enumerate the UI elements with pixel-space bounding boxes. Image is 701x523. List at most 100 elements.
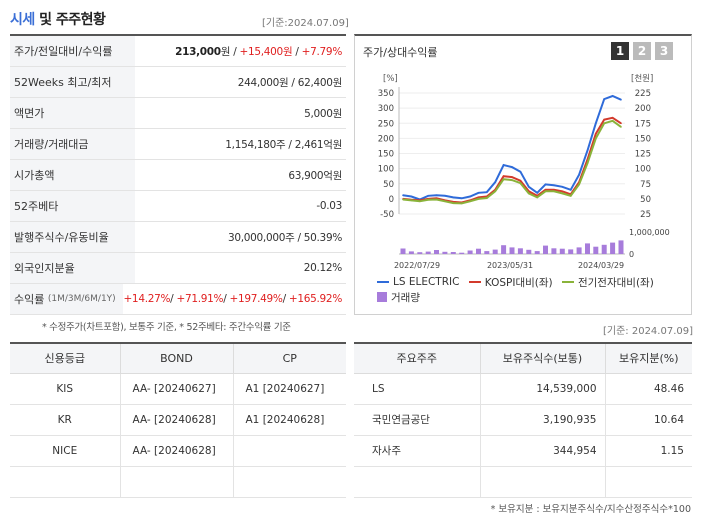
table-header-row: 주요주주 보유주식수(보통) 보유지분(%) xyxy=(354,343,692,374)
bond-rating: AA- [20240627] xyxy=(120,373,234,405)
series-point xyxy=(553,189,555,191)
holder-shares: 14,539,000 xyxy=(480,373,606,405)
series-point xyxy=(595,133,597,135)
return-1m: +14.27% xyxy=(123,293,171,305)
series-point xyxy=(452,202,455,204)
volume-bar xyxy=(476,248,481,254)
x-tick-label: 2022/07/29 xyxy=(394,261,440,270)
chart-page-3-button[interactable]: 3 xyxy=(655,42,673,60)
right-tick-label: 150 xyxy=(635,134,651,144)
holder-shares: 3,190,935 xyxy=(480,404,606,436)
stats-row-52weeks: 52Weeks 최고/최저 244,000원 / 62,400원 xyxy=(10,67,346,98)
table-row xyxy=(10,466,346,498)
series-point xyxy=(595,137,597,140)
returns-label: 수익률 xyxy=(14,293,45,306)
series-point xyxy=(595,122,597,125)
series-point xyxy=(536,196,538,199)
volume-bar xyxy=(526,249,532,254)
column-header: CP xyxy=(233,343,346,374)
right-tick-label: 75 xyxy=(640,180,651,190)
series-point xyxy=(578,183,580,186)
holder-name xyxy=(354,466,481,498)
series-point xyxy=(435,194,438,196)
separator: / xyxy=(230,45,240,58)
series-point xyxy=(469,200,471,203)
cp-rating: A1 [20240627] xyxy=(233,373,346,405)
series-point xyxy=(410,195,413,198)
volume-bar xyxy=(459,252,465,254)
legend-item-kospi: KOSPI대비(좌) xyxy=(468,275,553,290)
stats-value: 63,900억원 xyxy=(288,169,342,182)
stats-row-price: 주가/전일대비/수익률 213,000원 / +15,400원 / +7.79% xyxy=(10,36,346,67)
holder-pct: 10.64 xyxy=(605,404,692,436)
series-point xyxy=(544,190,547,193)
stats-label: 시가총액 xyxy=(10,160,135,190)
title-rest: 및 주주현황 xyxy=(39,12,106,28)
volume-bar xyxy=(509,247,515,254)
price-unit: 원 xyxy=(220,45,231,58)
stats-value: 213,000원 / +15,400원 / +7.79% xyxy=(135,44,346,59)
series-point xyxy=(586,162,589,164)
return-3m: +71.91% xyxy=(176,293,224,305)
column-header: 주요주주 xyxy=(354,343,481,374)
volume-bar xyxy=(450,252,456,254)
series-point xyxy=(477,192,480,194)
series-point xyxy=(528,186,530,188)
chart-legend: LS ELECTRIC KOSPI대비(좌) 전기전자대비(좌) 거래량 xyxy=(377,274,687,305)
price-chart: [%] [천원]350300250200150100500-50225200175… xyxy=(378,73,670,270)
stats-label: 거래량/거래대금 xyxy=(10,129,135,159)
series-point xyxy=(486,191,488,193)
volume-bar xyxy=(467,250,473,254)
left-axis-unit: [%] xyxy=(383,74,398,84)
stats-row-par-value: 액면가 5,000원 xyxy=(10,98,346,129)
volume-bar xyxy=(517,248,523,254)
legend-label: 거래량 xyxy=(391,291,420,304)
table-row: KR AA- [20240628] A1 [20240628] xyxy=(10,404,346,436)
volume-bar xyxy=(576,247,582,254)
returns-periods: (1M/3M/6M/1Y) xyxy=(47,294,116,304)
left-tick-label: 50 xyxy=(383,180,394,190)
series-point xyxy=(519,182,522,184)
chart-pager: 1 2 3 xyxy=(611,42,673,60)
volume-tick-label: 0 xyxy=(629,250,634,259)
stats-footnote: * 수정주가(차트포함), 보통주 기준, * 52주베타: 주간수익률 기준 xyxy=(42,322,291,333)
right-tick-label: 50 xyxy=(640,195,651,205)
volume-bar xyxy=(601,244,607,254)
holder-pct: 1.15 xyxy=(605,435,692,467)
volume-bar xyxy=(408,251,414,254)
series-point xyxy=(586,149,589,152)
series-point xyxy=(611,120,614,122)
legend-swatch xyxy=(377,292,387,302)
right-axis-unit: [천원] xyxy=(631,73,653,84)
stats-row-returns: 수익률 (1M/3M/6M/1Y) +14.27%/ +71.91%/ +197… xyxy=(10,284,346,315)
price-change: +15,400원 xyxy=(239,45,293,58)
stats-label: 외국인지분율 xyxy=(10,253,135,283)
volume-bar xyxy=(442,251,448,254)
bond-rating: AA- [20240628] xyxy=(120,435,234,467)
legend-swatch xyxy=(377,281,389,283)
rating-agency: NICE xyxy=(10,435,121,467)
column-header: 보유지분(%) xyxy=(605,343,692,374)
price-rate: +7.79% xyxy=(301,45,343,58)
chart-page-1-button[interactable]: 1 xyxy=(611,42,629,60)
series-point xyxy=(402,198,404,201)
volume-bar xyxy=(543,245,548,254)
left-tick-label: 200 xyxy=(378,134,394,144)
holder-pct xyxy=(605,466,692,498)
series-point xyxy=(620,98,622,101)
table-row: NICE AA- [20240628] xyxy=(10,435,346,467)
table-row: KIS AA- [20240627] A1 [20240627] xyxy=(10,373,346,405)
stats-value: 244,000원 / 62,400원 xyxy=(237,76,343,89)
stats-row-market-cap: 시가총액 63,900억원 xyxy=(10,160,346,191)
series-point xyxy=(561,190,564,193)
holder-shares: 344,954 xyxy=(480,435,606,467)
stats-label: 52주베타 xyxy=(10,191,135,221)
rating-agency xyxy=(10,466,121,498)
legend-item-ls: LS ELECTRIC xyxy=(377,276,459,288)
chart-page-2-button[interactable]: 2 xyxy=(633,42,651,60)
volume-bar xyxy=(492,249,498,254)
series-point xyxy=(528,192,530,195)
series-point xyxy=(603,118,605,121)
rating-agency: KR xyxy=(10,404,121,436)
table-header-row: 신용등급 BOND CP xyxy=(10,343,346,374)
